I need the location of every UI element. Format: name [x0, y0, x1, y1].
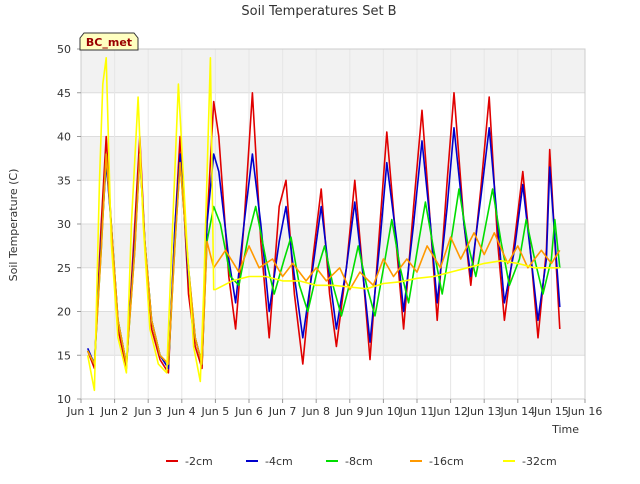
x-tick-label: Jun 13 [466, 405, 502, 418]
x-tick-label: Jun 7 [268, 405, 297, 418]
legend-label: -2cm [185, 455, 213, 468]
chart-title: Soil Temperatures Set B [241, 4, 396, 19]
x-tick-label: Jun 9 [335, 405, 364, 418]
legend-label: -8cm [345, 455, 373, 468]
x-tick-label: Jun 10 [365, 405, 401, 418]
y-tick-label: 10 [57, 393, 71, 406]
x-tick-label: Jun 3 [133, 405, 162, 418]
y-tick-label: 25 [57, 262, 71, 275]
legend: -2cm -4cm -8cm -16cm -32cm [166, 455, 557, 468]
y-tick-label: 45 [57, 87, 71, 100]
x-tick-label: Jun 8 [301, 405, 330, 418]
x-tick-label: Jun 5 [201, 405, 230, 418]
y-axis-label: Soil Temperature (C) [7, 169, 20, 282]
x-tick-label: Jun 11 [399, 405, 435, 418]
y-tick-label: 35 [57, 174, 71, 187]
x-tick-label: Jun 12 [432, 405, 468, 418]
grid-band [81, 136, 585, 181]
x-tick-label: Jun 2 [100, 405, 129, 418]
y-tick-label: 40 [57, 131, 71, 144]
grid-band [81, 49, 585, 93]
y-tick-label: 20 [57, 306, 71, 319]
x-tick-label: Jun 15 [533, 405, 569, 418]
legend-label: -32cm [522, 455, 557, 468]
y-tick-label: 30 [57, 218, 71, 231]
x-tick-label: Jun 4 [167, 405, 196, 418]
station-badge: BC_met [79, 32, 139, 51]
x-tick-label: Jun 1 [66, 405, 95, 418]
y-tick-label: 15 [57, 349, 71, 362]
x-tick-label: Jun 16 [567, 405, 603, 418]
legend-label: -4cm [265, 455, 293, 468]
x-tick-label: Jun 14 [499, 405, 535, 418]
series-line-minus-32cm [86, 57, 560, 392]
station-badge-label: BC_met [86, 36, 132, 49]
x-tick-label: Jun 6 [234, 405, 263, 418]
y-tick-label: 50 [57, 43, 71, 56]
x-axis-label: Time [551, 423, 579, 436]
legend-label: -16cm [429, 455, 464, 468]
